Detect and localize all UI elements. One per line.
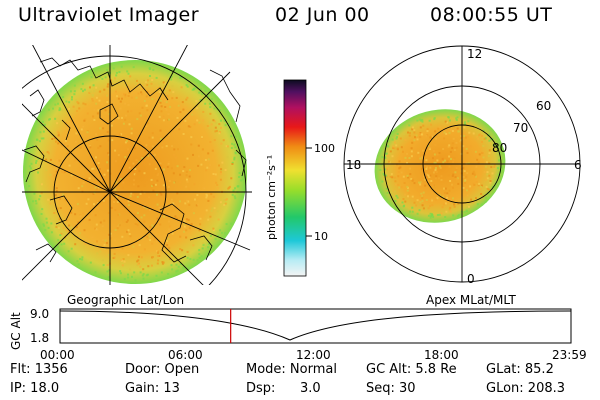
gc-altitude-curve [59, 310, 572, 341]
ip-value: IP: 18.0 [10, 381, 60, 396]
observation-date: 02 Jun 00 [275, 4, 370, 26]
mlat-label-70: 70 [513, 121, 528, 135]
geographic-emission-speckle [28, 65, 244, 282]
door-status: Door: Open [125, 362, 200, 377]
colorbar-tick-100: 100 [314, 142, 335, 155]
mlt-label-12: 12 [467, 47, 482, 61]
timeline-frame [59, 308, 572, 344]
geographic-grid [22, 45, 252, 285]
mode-value: Mode: Normal [246, 362, 337, 377]
timeline-xtick-0600: 06:00 [168, 348, 203, 362]
flight-number: Flt: 1356 [10, 362, 68, 377]
mlat-label-60: 60 [536, 99, 551, 113]
timeline-xtick-1800: 18:00 [424, 348, 459, 362]
orbit-timeline: Geographic Lat/Lon Apex MLat/MLT GC Alt … [9, 293, 587, 362]
geographic-longitude: GLon: 208.3 [486, 381, 566, 396]
mlt-label-6: 6 [574, 158, 582, 172]
mlat-label-80: 80 [492, 141, 507, 155]
timeline-axis-label: GC Alt [9, 312, 23, 350]
apex-image-panel: 80 70 60 12 18 6 0 [343, 45, 582, 286]
app-title: Ultraviolet Imager [18, 4, 200, 26]
timeline-ytick-high: 9.0 [30, 307, 49, 321]
gain-value: Gain: 13 [125, 381, 180, 396]
timeline-xtick-1200: 12:00 [296, 348, 331, 362]
timeline-xtick-2359: 23:59 [552, 348, 587, 362]
apex-polar-grid [343, 45, 581, 283]
timeline-ytick-low: 1.8 [30, 331, 49, 345]
geographic-panel-label: Geographic Lat/Lon [67, 293, 184, 307]
colorbar-tick-10: 10 [314, 230, 328, 243]
timeline-xtick-0000: 00:00 [40, 348, 75, 362]
dsp-label: Dsp: [246, 381, 276, 396]
gc-altitude: GC Alt: 5.8 Re [366, 362, 457, 377]
intensity-colorbar: 100 10 photon cm⁻²s⁻¹ [265, 79, 335, 277]
observation-time: 08:00:55 UT [430, 4, 553, 26]
geographic-image-panel [22, 45, 252, 285]
geographic-latitude: GLat: 85.2 [486, 362, 554, 377]
mlt-label-0: 0 [467, 272, 475, 286]
mlt-label-18: 18 [346, 158, 361, 172]
dsp-value: 3.0 [300, 381, 321, 396]
apex-panel-label: Apex MLat/MLT [426, 293, 516, 307]
colorbar-unit-label: photon cm⁻²s⁻¹ [265, 155, 278, 240]
sequence-number: Seq: 30 [366, 381, 416, 396]
